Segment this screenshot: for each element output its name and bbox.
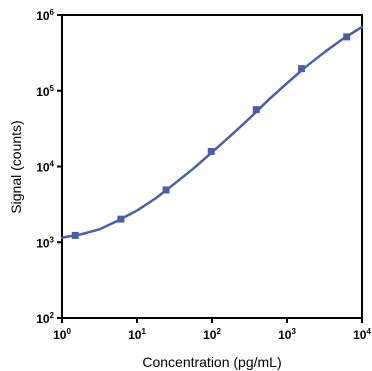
fit-curve (60, 25, 364, 239)
x-tick-label: 100 (53, 327, 71, 342)
data-point (252, 106, 260, 114)
y-tick-label: 106 (36, 8, 54, 23)
x-tick-label: 103 (278, 327, 296, 342)
data-point (162, 186, 170, 194)
x-tick-label: 102 (203, 327, 221, 342)
y-tick-label: 104 (36, 160, 54, 175)
data-point (207, 147, 215, 155)
plot-border (61, 14, 363, 319)
data-point (343, 33, 351, 41)
data-markers (71, 33, 351, 239)
x-axis-title: Concentration (pg/mL) (142, 354, 281, 370)
y-axis-title: Signal (counts) (8, 120, 24, 213)
y-tick-label: 103 (36, 235, 54, 250)
x-axis-ticks: 100 101 102 103 104 (53, 318, 371, 342)
data-point (117, 215, 125, 223)
y-tick-label: 105 (36, 84, 54, 99)
y-axis-ticks: 102 103 104 105 106 (36, 8, 62, 326)
data-point (71, 231, 79, 239)
data-point (297, 65, 305, 73)
plot-frame (61, 14, 363, 319)
x-tick-label: 101 (128, 327, 146, 342)
x-tick-label: 104 (353, 327, 371, 342)
y-tick-label: 102 (36, 311, 54, 326)
fit-curve-layer (60, 25, 364, 239)
